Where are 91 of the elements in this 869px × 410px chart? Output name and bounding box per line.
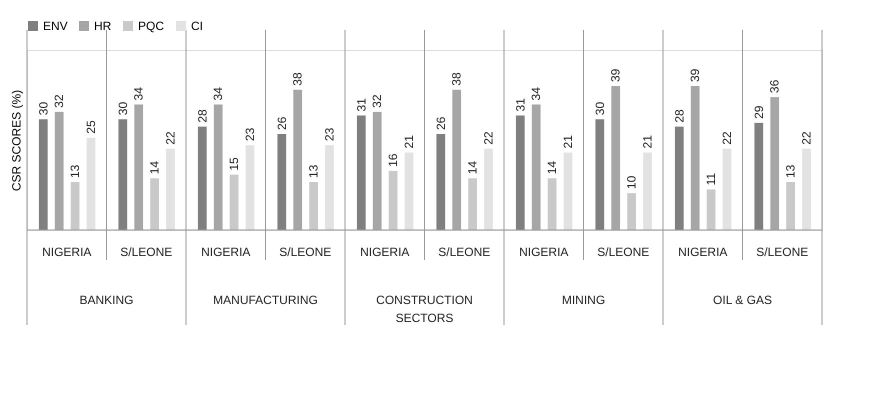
data-label: 21 (402, 134, 416, 148)
data-label: 32 (370, 94, 384, 108)
data-label: 16 (386, 153, 400, 167)
bar (436, 134, 446, 230)
data-label: 34 (211, 86, 226, 100)
bar (118, 119, 128, 230)
data-label: 21 (640, 134, 654, 148)
bar (627, 193, 636, 230)
data-label: 26 (274, 116, 289, 130)
x-tick-label: NIGERIA (678, 245, 728, 259)
bar (388, 170, 398, 230)
text: MANUFACTURING (213, 293, 318, 307)
legend-label: CI (191, 19, 203, 33)
legend-label: HR (94, 19, 112, 33)
data-label: 26 (434, 116, 448, 130)
bar (372, 112, 382, 230)
data-label: 14 (545, 160, 560, 174)
bar (532, 104, 541, 230)
bar (674, 126, 684, 230)
data-label: 10 (624, 175, 639, 190)
bar (214, 104, 223, 230)
x-tick-label: NIGERIA (201, 245, 250, 259)
x-axis-title: SECTORS (396, 311, 454, 325)
data-label: 28 (195, 108, 210, 123)
text: MINING (562, 293, 606, 307)
bar (611, 86, 620, 230)
bar (706, 189, 716, 230)
bar (134, 104, 144, 230)
x-tick-label: NIGERIA (519, 245, 568, 259)
x-tick-label: S/LEONE (756, 245, 808, 259)
bar (54, 112, 64, 230)
data-label: 22 (799, 131, 814, 145)
bar (690, 86, 700, 230)
bar (38, 119, 48, 230)
data-label: 14 (148, 160, 162, 174)
data-label: 31 (354, 98, 368, 112)
text: BANKING (79, 293, 134, 307)
data-label: 38 (450, 72, 464, 86)
bar (277, 134, 286, 230)
data-label: 30 (36, 102, 50, 116)
bar (548, 178, 556, 230)
data-label: 38 (290, 72, 305, 86)
data-label: 29 (752, 105, 766, 119)
data-label: 14 (466, 160, 480, 174)
y-axis-title: CSR SCORES (%) (10, 90, 24, 192)
data-label: 39 (608, 68, 623, 82)
bar (516, 116, 525, 230)
bar (70, 182, 80, 230)
bar (595, 119, 604, 230)
bar (468, 178, 477, 230)
data-label: 30 (116, 102, 130, 116)
bar (198, 126, 207, 230)
data-label: 25 (84, 120, 98, 134)
data-label: 22 (163, 131, 178, 145)
data-label: 13 (784, 164, 798, 178)
data-label: 22 (481, 131, 496, 145)
x-tick-label: S/LEONE (597, 245, 650, 259)
bar (230, 174, 238, 230)
data-label: 34 (132, 86, 146, 100)
data-label: 23 (242, 127, 257, 142)
data-label: 15 (227, 156, 242, 171)
x-tick-label: S/LEONE (120, 245, 172, 259)
bar (754, 122, 764, 230)
legend-label: ENV (43, 19, 68, 33)
bar (770, 97, 780, 230)
data-label: 39 (688, 68, 702, 82)
text: CONSTRUCTION (376, 293, 473, 307)
data-label: 23 (322, 127, 336, 142)
data-label: 30 (592, 102, 607, 116)
data-label: 22 (720, 131, 734, 145)
bar (293, 90, 302, 230)
data-label: 34 (529, 86, 544, 100)
text: OIL & GAS (713, 293, 772, 307)
bar (452, 90, 462, 230)
data-label: 13 (68, 164, 82, 178)
data-label: 31 (513, 98, 528, 112)
bar (150, 178, 159, 230)
x-tick-label: S/LEONE (279, 245, 332, 259)
x-tick-label: NIGERIA (42, 245, 92, 259)
x-tick-label: NIGERIA (360, 245, 410, 259)
data-label: 11 (704, 172, 718, 186)
legend-label: PQC (138, 19, 164, 33)
data-label: 36 (768, 79, 782, 94)
data-label: 21 (560, 134, 575, 148)
data-label: 32 (52, 94, 66, 108)
data-label: 13 (306, 164, 321, 178)
data-label: 28 (672, 108, 686, 123)
bar (786, 182, 795, 230)
bar (309, 182, 318, 230)
bar (356, 116, 366, 230)
x-tick-label: S/LEONE (438, 245, 490, 259)
